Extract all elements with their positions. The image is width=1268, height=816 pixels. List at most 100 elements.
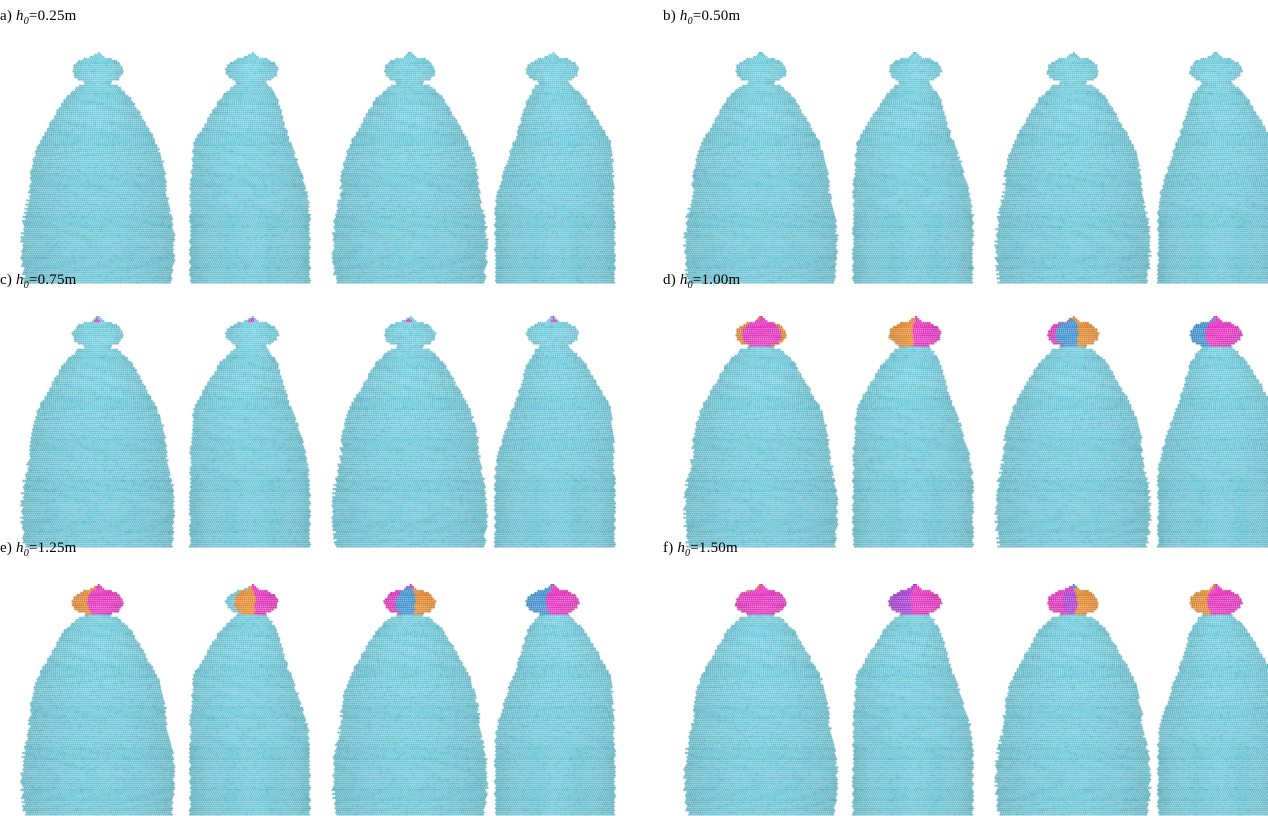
variable-subscript: 0: [687, 280, 693, 291]
point-cloud-canvas: [1143, 584, 1268, 816]
drop-height-unit: m: [725, 540, 738, 556]
variable-symbol: h: [16, 272, 24, 288]
statue-view-b-back: [993, 52, 1153, 284]
variable-symbol: h: [679, 8, 688, 24]
panel-a: a) h0=0.25m: [0, 8, 630, 284]
point-cloud-canvas: [838, 584, 988, 816]
point-cloud-canvas: [18, 52, 178, 284]
statue-view-e-right-profile: [175, 584, 325, 816]
point-cloud-canvas: [993, 52, 1153, 284]
point-cloud-canvas: [175, 316, 325, 548]
point-cloud-canvas: [330, 316, 490, 548]
point-cloud-canvas: [18, 584, 178, 816]
variable-subscript: 0: [23, 548, 29, 559]
panel-views-a: [0, 26, 630, 284]
panel-b: b) h0=0.50m: [663, 8, 1268, 284]
statue-view-d-right-profile: [838, 316, 988, 548]
point-cloud-canvas: [681, 584, 841, 816]
panel-label-d: d) h0=1.00m: [663, 272, 740, 291]
panel-letter-c: c): [0, 272, 13, 288]
statue-view-c-front: [18, 316, 178, 548]
panel-label-a: a) h0=0.25m: [0, 8, 77, 27]
drop-height-unit: m: [64, 540, 77, 556]
point-cloud-canvas: [993, 584, 1153, 816]
drop-height-value: 0.50: [701, 8, 729, 24]
equals-sign: =: [690, 540, 699, 556]
panel-letter-a: a): [0, 8, 13, 24]
point-cloud-canvas: [681, 52, 841, 284]
statue-view-f-left-profile: [1143, 584, 1268, 816]
panel-label-f: f) h0=1.50m: [663, 540, 738, 559]
variable-subscript: 0: [687, 16, 693, 27]
point-cloud-canvas: [175, 52, 325, 284]
equals-sign: =: [28, 540, 38, 556]
equals-sign: =: [28, 272, 38, 288]
statue-view-b-left-profile: [1143, 52, 1268, 284]
point-cloud-canvas: [838, 316, 988, 548]
statue-view-f-front: [681, 584, 841, 816]
point-cloud-canvas: [18, 316, 178, 548]
panel-views-f: [663, 558, 1268, 816]
equals-sign: =: [28, 8, 38, 24]
panel-label-c: c) h0=0.75m: [0, 272, 77, 291]
panel-label-b: b) h0=0.50m: [663, 8, 740, 27]
variable-symbol: h: [677, 540, 686, 556]
drop-height-unit: m: [728, 272, 741, 288]
point-cloud-canvas: [838, 52, 988, 284]
drop-height-value: 0.75: [37, 272, 65, 288]
point-cloud-canvas: [480, 316, 630, 548]
point-cloud-canvas: [1143, 52, 1268, 284]
statue-view-c-left-profile: [480, 316, 630, 548]
statue-view-a-back: [330, 52, 490, 284]
drop-height-value: 1.50: [698, 540, 726, 556]
statue-view-f-back: [993, 584, 1153, 816]
point-cloud-canvas: [175, 584, 325, 816]
panel-letter-f: f): [663, 540, 674, 556]
variable-symbol: h: [679, 272, 688, 288]
point-cloud-canvas: [480, 52, 630, 284]
panel-c: c) h0=0.75m: [0, 272, 630, 548]
drop-height-unit: m: [64, 8, 77, 24]
point-cloud-canvas: [480, 584, 630, 816]
variable-subscript: 0: [23, 16, 29, 27]
statue-view-b-right-profile: [838, 52, 988, 284]
point-cloud-canvas: [330, 584, 490, 816]
drop-height-value: 1.25: [37, 540, 65, 556]
panel-f: f) h0=1.50m: [663, 540, 1268, 816]
panel-views-c: [0, 290, 630, 548]
panel-label-e: e) h0=1.25m: [0, 540, 77, 559]
variable-subscript: 0: [23, 280, 29, 291]
drop-height-unit: m: [64, 272, 77, 288]
point-cloud-canvas: [993, 316, 1153, 548]
drop-height-unit: m: [728, 8, 741, 24]
point-cloud-canvas: [330, 52, 490, 284]
point-cloud-canvas: [1143, 316, 1268, 548]
panel-views-d: [663, 290, 1268, 548]
statue-view-d-front: [681, 316, 841, 548]
variable-symbol: h: [16, 8, 24, 24]
point-cloud-canvas: [681, 316, 841, 548]
panel-e: e) h0=1.25m: [0, 540, 630, 816]
statue-view-d-left-profile: [1143, 316, 1268, 548]
statue-view-e-back: [330, 584, 490, 816]
equals-sign: =: [692, 8, 702, 24]
panel-letter-b: b): [663, 8, 676, 24]
drop-height-value: 0.25: [37, 8, 65, 24]
panel-views-e: [0, 558, 630, 816]
variable-symbol: h: [16, 540, 24, 556]
statue-view-a-left-profile: [480, 52, 630, 284]
statue-view-a-right-profile: [175, 52, 325, 284]
statue-view-a-front: [18, 52, 178, 284]
equals-sign: =: [692, 272, 702, 288]
statue-view-b-front: [681, 52, 841, 284]
drop-height-value: 1.00: [701, 272, 729, 288]
variable-subscript: 0: [685, 548, 691, 559]
statue-view-e-front: [18, 584, 178, 816]
panel-letter-d: d): [663, 272, 676, 288]
statue-view-c-back: [330, 316, 490, 548]
statue-view-c-right-profile: [175, 316, 325, 548]
statue-view-f-right-profile: [838, 584, 988, 816]
statue-view-d-back: [993, 316, 1153, 548]
panel-d: d) h0=1.00m: [663, 272, 1268, 548]
